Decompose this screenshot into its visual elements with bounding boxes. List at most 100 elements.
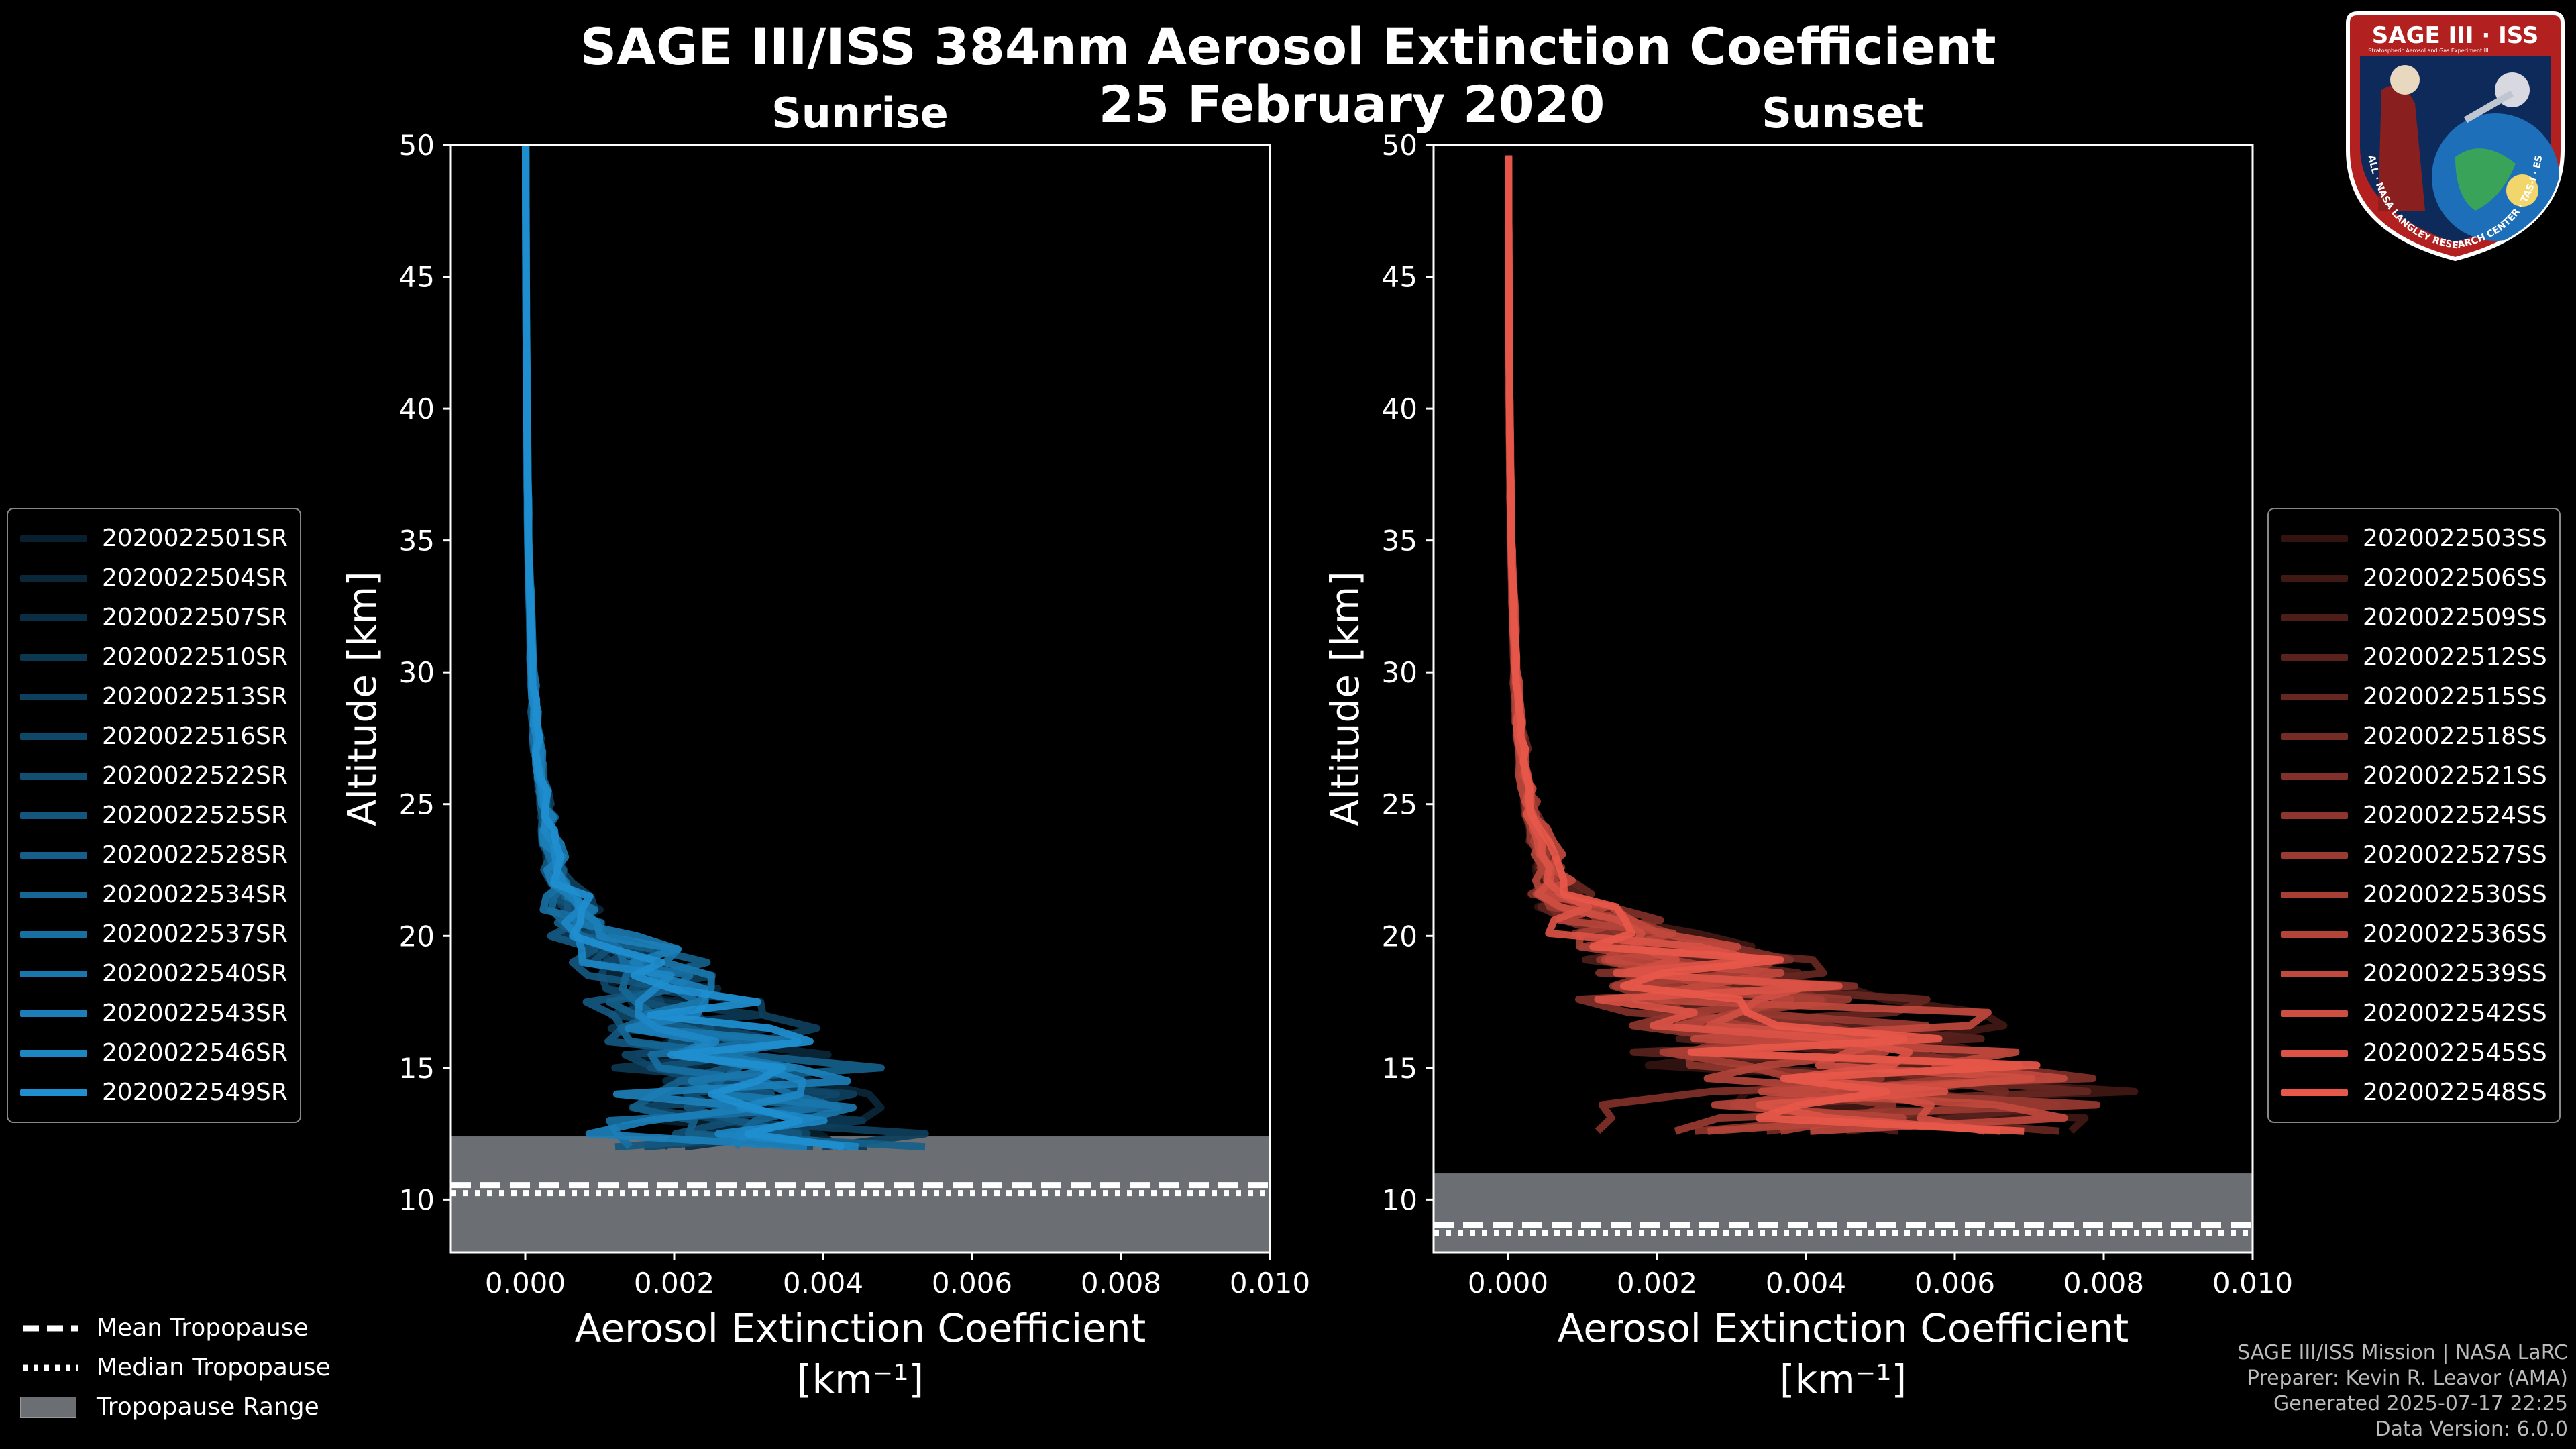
legend-swatch	[2281, 653, 2348, 661]
y-tick-label: 20	[1382, 920, 1417, 953]
legend-label: 2020022537SR	[102, 920, 288, 948]
legend-item: 2020022530SS	[2281, 875, 2547, 914]
y-tick-label: 10	[399, 1183, 435, 1216]
sunrise-panel: Sunrise 0.000 0.002 0.004 0.006 0.008 0.010 10 1…	[339, 89, 1310, 1402]
legend-swatch	[20, 574, 87, 582]
footer-credits: SAGE III/ISS Mission | NASA LaRC Prepare…	[2237, 1340, 2568, 1442]
chart-title-line1: SAGE III/ISS 384nm Aerosol Extinction Co…	[580, 17, 1996, 76]
footer-generated: Generated 2025-07-17 22:25	[2273, 1392, 2568, 1415]
y-tick-label: 50	[399, 129, 435, 162]
legend-label: 2020022503SS	[2363, 525, 2547, 552]
legend-label: 2020022527SS	[2363, 841, 2547, 869]
legend-swatch	[20, 851, 87, 859]
legend-swatch	[2281, 812, 2348, 819]
legend-item: 2020022506SS	[2281, 558, 2547, 598]
x-tick-label: 0.006	[932, 1267, 1012, 1299]
legend-item: 2020022521SS	[2281, 756, 2547, 796]
legend-label: 2020022525SR	[102, 802, 288, 829]
legend-label: 2020022543SR	[102, 1000, 288, 1027]
legend-swatch	[20, 930, 87, 938]
series-line-2020022549SR	[522, 144, 845, 1151]
legend-swatch	[2281, 891, 2348, 898]
legend-swatch	[2281, 1010, 2348, 1017]
legend-label: 2020022528SR	[102, 841, 288, 869]
legend-label: 2020022536SS	[2363, 920, 2547, 948]
legend-item: 2020022501SR	[20, 519, 288, 558]
legend-item: 2020022537SR	[20, 914, 288, 954]
legend-label: 2020022524SS	[2363, 802, 2547, 829]
legend-swatch	[2281, 1089, 2348, 1096]
legend-swatch	[2281, 1049, 2348, 1057]
legend-label: 2020022515SS	[2363, 683, 2547, 710]
legend-label: 2020022507SR	[102, 604, 288, 631]
footer-preparer: Preparer: Kevin R. Leavor (AMA)	[2247, 1366, 2568, 1390]
y-axis-label: Altitude [km]	[339, 571, 385, 826]
legend-swatch	[2281, 693, 2348, 700]
y-tick-label: 25	[1382, 788, 1417, 821]
legend-swatch	[20, 970, 87, 977]
legend-label: 2020022522SR	[102, 762, 288, 790]
legend-swatch	[20, 1049, 87, 1057]
legend-swatch	[2281, 574, 2348, 582]
legend-item: 2020022534SR	[20, 875, 288, 914]
logo-subtitle: Stratospheric Aerosol and Gas Experiment…	[2368, 48, 2488, 54]
legend-label: 2020022530SS	[2363, 881, 2547, 908]
legend-label: 2020022534SR	[102, 881, 288, 908]
x-tick-label: 0.000	[485, 1267, 566, 1299]
series-line-2020022548SS	[1505, 155, 2041, 1135]
legend-item: 2020022522SR	[20, 756, 288, 796]
legend-label: 2020022518SS	[2363, 722, 2547, 750]
legend-label: 2020022512SS	[2363, 643, 2547, 671]
x-tick-label: 0.000	[1468, 1267, 1548, 1299]
legend-swatch	[2281, 970, 2348, 977]
legend-item: 2020022510SR	[20, 637, 288, 677]
series-line-2020022537SR	[522, 145, 842, 1150]
legend-label: 2020022539SS	[2363, 960, 2547, 987]
y-tick-label: 15	[1382, 1052, 1417, 1085]
legend-swatch	[2281, 733, 2348, 740]
legend-swatch	[20, 653, 87, 661]
x-tick-label: 0.010	[1230, 1267, 1310, 1299]
legend-swatch	[20, 614, 87, 621]
x-tick-label: 0.004	[783, 1267, 863, 1299]
axes-frame	[1432, 144, 2254, 1254]
legend-label: 2020022513SR	[102, 683, 288, 710]
legend-item: 2020022548SS	[2281, 1073, 2547, 1112]
sunset-legend: 2020022503SS 2020022506SS 2020022509SS 2020…	[2267, 508, 2561, 1123]
sunrise-legend: 2020022501SR 2020022504SR 2020022507SR 2020…	[7, 508, 301, 1123]
legend-median-tropopause: Median Tropopause	[20, 1348, 331, 1387]
legend-swatch	[2281, 772, 2348, 780]
legend-mean-tropopause: Mean Tropopause	[20, 1308, 331, 1348]
legend-label: 2020022542SS	[2363, 1000, 2547, 1027]
legend-swatch	[20, 1010, 87, 1017]
legend-label: 2020022509SS	[2363, 604, 2547, 631]
x-tick-label: 0.010	[2212, 1267, 2293, 1299]
panel-title: Sunrise	[771, 89, 949, 138]
legend-label: 2020022548SS	[2363, 1079, 2547, 1106]
legend-item: 2020022504SR	[20, 558, 288, 598]
y-tick-label: 45	[1382, 261, 1417, 294]
legend-item: 2020022545SS	[2281, 1033, 2547, 1073]
legend-label: 2020022504SR	[102, 564, 288, 592]
sage-iii-iss-logo: SAGE III · ISS Stratospheric Aerosol and…	[2338, 1, 2569, 267]
footer-mission: SAGE III/ISS Mission | NASA LaRC	[2237, 1341, 2568, 1364]
x-tick-label: 0.002	[634, 1267, 714, 1299]
legend-label: 2020022521SS	[2363, 762, 2547, 790]
y-tick-label: 30	[1382, 656, 1417, 689]
legend-label: 2020022501SR	[102, 525, 288, 552]
y-tick-label: 35	[399, 525, 435, 557]
legend-swatch	[2281, 851, 2348, 859]
sunset-panel: Sunset 0.000 0.002 0.004 0.006 0.008 0.010 10 15…	[1322, 89, 2293, 1402]
legend-tropopause-range: Tropopause Range	[20, 1387, 331, 1427]
y-tick-label: 40	[1382, 392, 1417, 425]
y-tick-label: 15	[399, 1052, 435, 1085]
legend-label: 2020022516SR	[102, 722, 288, 750]
legend-swatch	[20, 733, 87, 740]
x-axis-units: [km⁻¹]	[797, 1356, 924, 1402]
legend-item: 2020022527SS	[2281, 835, 2547, 875]
legend-item: 2020022546SR	[20, 1033, 288, 1073]
legend-swatch	[20, 812, 87, 819]
legend-item: 2020022512SS	[2281, 637, 2547, 677]
y-tick-label: 25	[399, 788, 435, 821]
